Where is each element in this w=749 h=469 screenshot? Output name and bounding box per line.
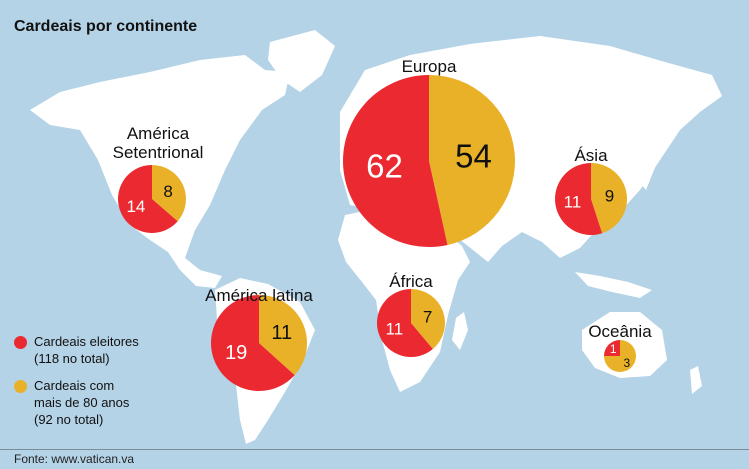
region-label-africa: África xyxy=(389,272,433,291)
value-label-over80-oceania: 3 xyxy=(623,356,630,370)
pie-slice-over80-africa xyxy=(411,289,446,350)
value-label-over80-latin-america: 11 xyxy=(271,322,292,344)
pie-slice-electors-asia xyxy=(555,163,603,235)
legend-item-electors: Cardeais eleitores (118 no total) xyxy=(14,333,139,367)
value-label-electors-europe: 62 xyxy=(366,147,403,184)
pie-slice-over80-latin-america xyxy=(259,295,307,376)
map-greenland xyxy=(268,30,335,92)
pie-slice-electors-north-america xyxy=(118,165,178,233)
chart-title: Cardeais por continente xyxy=(14,18,198,35)
region-label-europe: Europa xyxy=(401,57,457,76)
legend: Cardeais eleitores (118 no total) Cardea… xyxy=(14,333,139,438)
region-label-north-america: América Setentrional xyxy=(112,124,204,162)
value-label-over80-europe: 54 xyxy=(455,138,492,175)
legend-dot-electors xyxy=(14,336,27,349)
map-japan xyxy=(638,140,656,190)
value-label-electors-oceania: 1 xyxy=(610,342,617,356)
pie-slice-electors-africa xyxy=(377,289,433,357)
map-new-zealand xyxy=(690,366,702,394)
pie-slice-electors-oceania xyxy=(604,340,620,356)
region-label-latin-america: América latina xyxy=(205,286,313,305)
pie-slice-over80-asia xyxy=(591,163,627,234)
value-label-electors-north-america: 14 xyxy=(126,197,145,216)
legend-dot-over80 xyxy=(14,380,27,393)
map-indonesia xyxy=(575,272,652,298)
map-madagascar xyxy=(452,312,468,350)
source-divider xyxy=(0,449,749,450)
legend-label-electors: Cardeais eleitores (118 no total) xyxy=(34,334,139,366)
value-label-electors-africa: 11 xyxy=(386,320,404,339)
pie-slice-over80-europe xyxy=(429,75,516,245)
region-label-asia: Ásia xyxy=(574,146,608,165)
value-label-over80-asia: 9 xyxy=(605,187,614,206)
source-note: Fonte: www.vatican.va xyxy=(14,452,135,466)
legend-item-over80: Cardeais com mais de 80 anos (92 no tota… xyxy=(14,377,139,428)
value-label-electors-latin-america: 19 xyxy=(225,342,247,364)
pie-slice-over80-north-america xyxy=(152,165,186,222)
value-label-over80-north-america: 8 xyxy=(163,182,172,201)
region-label-oceania: Oceânia xyxy=(588,322,652,341)
pie-slice-electors-latin-america xyxy=(211,295,295,391)
value-label-over80-africa: 7 xyxy=(423,307,432,326)
pie-slice-electors-europe xyxy=(343,75,448,247)
value-label-electors-asia: 11 xyxy=(564,192,582,211)
legend-label-over80: Cardeais com mais de 80 anos (92 no tota… xyxy=(34,378,130,427)
